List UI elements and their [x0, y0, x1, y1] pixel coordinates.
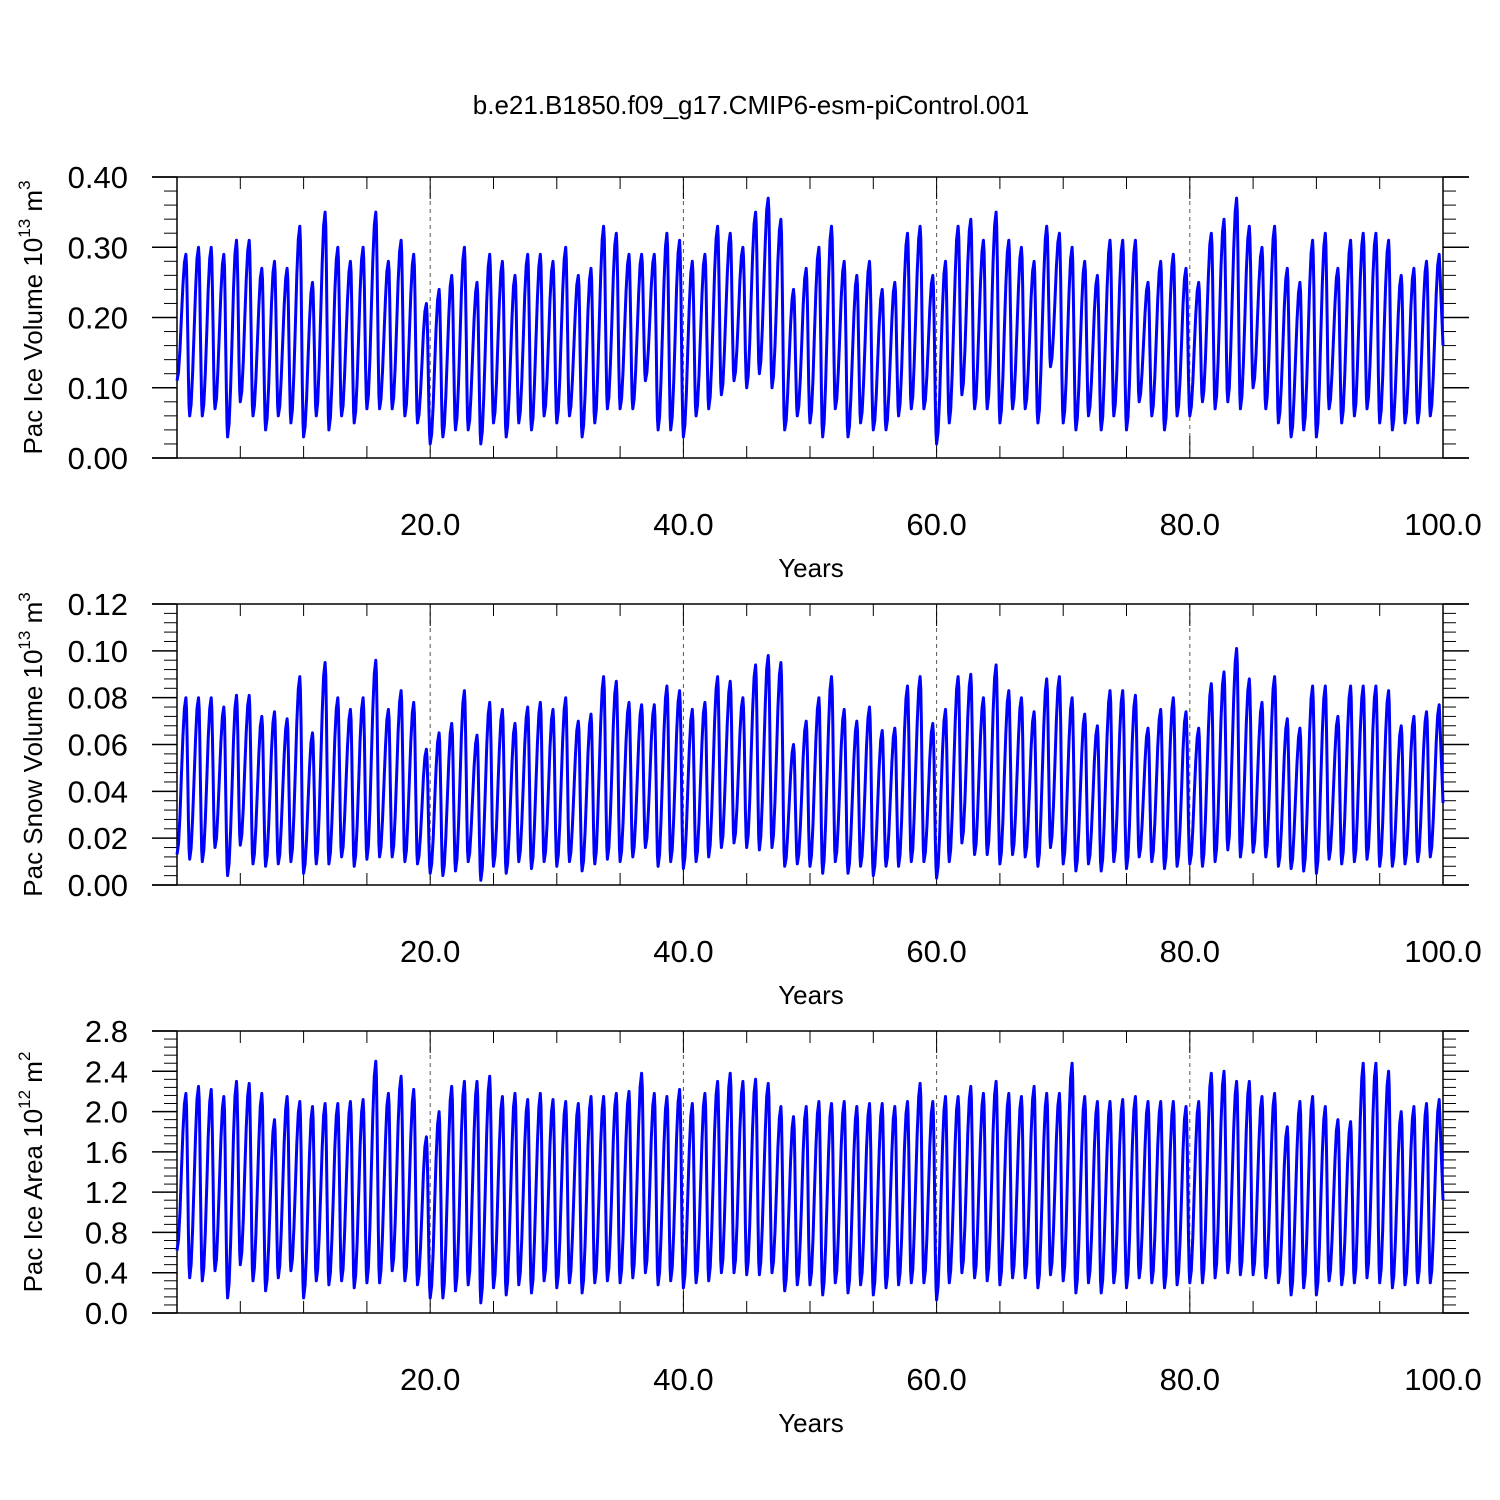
- x-axis-label: Years: [778, 980, 844, 1010]
- y-tick-label: 2.0: [85, 1095, 128, 1130]
- y-tick-label: 0.06: [68, 728, 128, 763]
- y-axis-label-unit-exponent: 2: [15, 1052, 34, 1061]
- y-tick-label: 2.8: [85, 1014, 128, 1049]
- y-tick-label: 0.20: [68, 301, 128, 336]
- y-tick-label: 0.0: [85, 1296, 128, 1331]
- series-line: [175, 1059, 1445, 1305]
- x-tick-label: 100.0: [1404, 1362, 1482, 1397]
- panel-3: 0.0 0.4 0.8 1.2 1.6 2.0 2.4 2.8 20.0 40.0 60.0 80.0…: [15, 1014, 1482, 1438]
- panel-1: 0.00 0.10 0.20 0.30 0.40 20.0 40.0 60.0 80.0 100.…: [15, 160, 1482, 583]
- y-tick-label: 1.2: [85, 1175, 128, 1210]
- x-axis-label: Years: [778, 553, 844, 583]
- x-tick-label: 60.0: [906, 934, 966, 969]
- panel-2: 0.00 0.02 0.04 0.06 0.08 0.10 0.12 20.0 40.0 60.0…: [15, 587, 1482, 1010]
- y-tick-label: 1.6: [85, 1135, 128, 1170]
- y-axis-label-unit-exponent: 3: [15, 592, 34, 601]
- x-tick-label: 80.0: [1160, 934, 1220, 969]
- y-tick-label: 0.40: [68, 160, 128, 195]
- series-line: [175, 196, 1445, 446]
- y-axis-label-main: Pac Snow Volume 10: [18, 650, 48, 897]
- y-tick-label: 0.12: [68, 587, 128, 622]
- x-tick-label: 20.0: [400, 934, 460, 969]
- y-axis-label-main: Pac Ice Volume 10: [18, 238, 48, 455]
- x-tick-label: 100.0: [1404, 934, 1482, 969]
- y-tick-label: 0.30: [68, 230, 128, 265]
- y-axis-label: Pac Snow Volume 1013 m3: [15, 592, 48, 896]
- x-tick-label: 20.0: [400, 507, 460, 542]
- y-axis-label-unit-exponent: 3: [15, 180, 34, 189]
- y-tick-label: 0.10: [68, 634, 128, 669]
- x-tick-label: 80.0: [1160, 1362, 1220, 1397]
- x-tick-label: 40.0: [653, 1362, 713, 1397]
- x-tick-label: 100.0: [1404, 507, 1482, 542]
- y-axis-label-exponent: 13: [15, 219, 34, 238]
- y-tick-label: 0.10: [68, 371, 128, 406]
- x-axis-label: Years: [778, 1408, 844, 1438]
- y-axis-label-unit: m: [18, 602, 48, 631]
- x-tick-label: 60.0: [906, 507, 966, 542]
- x-tick-label: 60.0: [906, 1362, 966, 1397]
- y-tick-label: 0.00: [68, 868, 128, 903]
- y-axis-label-main: Pac Ice Area 10: [18, 1109, 48, 1293]
- y-axis-label-unit: m: [18, 1061, 48, 1090]
- x-tick-label: 40.0: [653, 507, 713, 542]
- x-tick-label: 20.0: [400, 1362, 460, 1397]
- y-tick-label: 0.00: [68, 441, 128, 476]
- y-tick-label: 2.4: [85, 1054, 128, 1089]
- y-axis-label-exponent: 12: [15, 1090, 34, 1109]
- y-tick-label: 0.08: [68, 681, 128, 716]
- x-tick-label: 80.0: [1160, 507, 1220, 542]
- y-tick-label: 0.4: [85, 1256, 128, 1291]
- y-axis-label: Pac Ice Volume 1013 m3: [15, 180, 48, 454]
- y-axis-label-unit: m: [18, 190, 48, 219]
- y-axis-label-exponent: 13: [15, 631, 34, 650]
- y-tick-label: 0.02: [68, 821, 128, 856]
- y-tick-label: 0.8: [85, 1215, 128, 1250]
- x-tick-label: 40.0: [653, 934, 713, 969]
- chart-title: b.e21.B1850.f09_g17.CMIP6-esm-piControl.…: [473, 90, 1029, 120]
- y-tick-label: 0.04: [68, 774, 128, 809]
- series-line: [175, 647, 1445, 882]
- y-axis-label: Pac Ice Area 1012 m2: [15, 1052, 48, 1293]
